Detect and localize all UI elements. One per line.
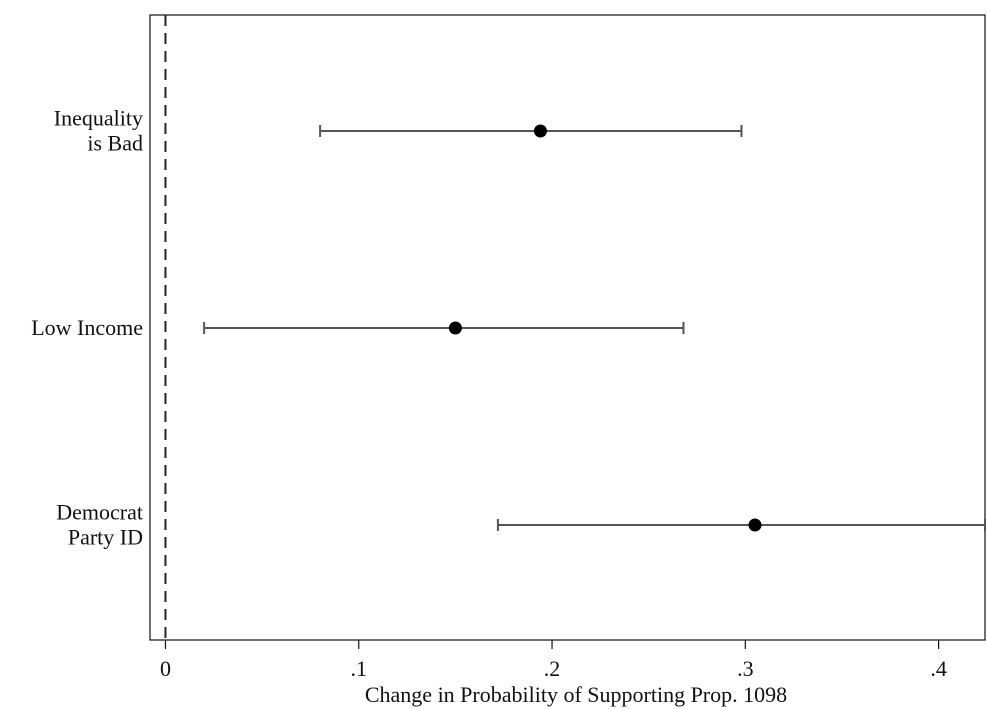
ci-1 (204, 322, 683, 334)
ci-0 (320, 125, 741, 137)
x-tick-label: .4 (930, 656, 947, 681)
x-tick-label: .3 (737, 656, 754, 681)
category-label: Inequality (54, 106, 143, 131)
ci-2 (498, 519, 985, 531)
x-axis-label: Change in Probability of Supporting Prop… (365, 682, 787, 707)
estimate-point-1 (449, 322, 462, 335)
category-label: is Bad (87, 131, 143, 156)
x-tick-label: .1 (351, 656, 368, 681)
estimate-point-2 (748, 519, 761, 532)
x-tick-label: 0 (160, 656, 171, 681)
category-label: Party ID (68, 525, 143, 550)
estimate-point-0 (534, 125, 547, 138)
category-label: Low Income (31, 315, 143, 340)
x-tick-label: .2 (544, 656, 561, 681)
category-label: Democrat (56, 500, 143, 525)
